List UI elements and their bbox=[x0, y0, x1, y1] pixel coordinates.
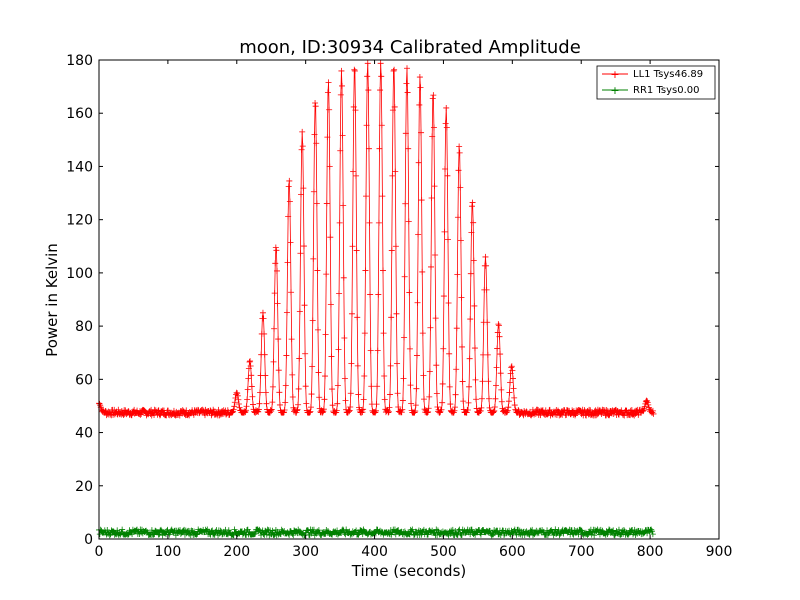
y-tick-label: 100 bbox=[66, 266, 93, 282]
series-markers bbox=[96, 60, 657, 419]
y-tick-label: 40 bbox=[75, 426, 93, 442]
y-tick-label: 140 bbox=[66, 159, 93, 175]
series-0 bbox=[96, 60, 657, 419]
legend-box bbox=[596, 65, 716, 100]
legend-entry-ll1: LL1 Tsys46.89 bbox=[633, 69, 703, 80]
legend: + LL1 Tsys46.89 + RR1 Tsys0.00 bbox=[596, 65, 716, 100]
x-tick-label: 900 bbox=[706, 544, 733, 560]
x-tick-label: 300 bbox=[292, 544, 319, 560]
y-tick-label: 20 bbox=[75, 479, 93, 495]
legend-marker-rr1: + bbox=[610, 84, 619, 97]
legend-marker-ll1: + bbox=[610, 68, 619, 81]
x-tick-label: 200 bbox=[223, 544, 250, 560]
chart-title: moon, ID:30934 Calibrated Amplitude bbox=[239, 37, 581, 58]
series-1 bbox=[96, 526, 656, 539]
y-tick-label: 120 bbox=[66, 213, 93, 229]
y-tick-label: 80 bbox=[75, 319, 93, 335]
x-axis-label: Time (seconds) bbox=[351, 562, 467, 580]
series-line bbox=[98, 63, 654, 417]
axis-layer: 0 100 200 300 400 500 600 700 800 900 0 20 40 60 80 100… bbox=[66, 53, 732, 560]
x-tick-label: 100 bbox=[155, 544, 182, 560]
series-markers bbox=[96, 526, 656, 539]
x-tick-label: 400 bbox=[361, 544, 388, 560]
y-tick-label: 60 bbox=[75, 372, 93, 388]
x-tick-label: 500 bbox=[430, 544, 457, 560]
y-tick-label: 0 bbox=[84, 532, 93, 548]
x-tick-label: 800 bbox=[637, 544, 664, 560]
y-axis-label: Power in Kelvin bbox=[43, 243, 61, 357]
y-tick-label: 180 bbox=[66, 53, 93, 69]
series-layer bbox=[96, 60, 657, 539]
y-tick-label: 160 bbox=[66, 106, 93, 122]
x-tick-label: 700 bbox=[568, 544, 595, 560]
x-tick-label: 0 bbox=[95, 544, 104, 560]
plot-frame bbox=[98, 59, 720, 540]
legend-entry-rr1: RR1 Tsys0.00 bbox=[633, 85, 700, 96]
x-tick-label: 600 bbox=[499, 544, 526, 560]
